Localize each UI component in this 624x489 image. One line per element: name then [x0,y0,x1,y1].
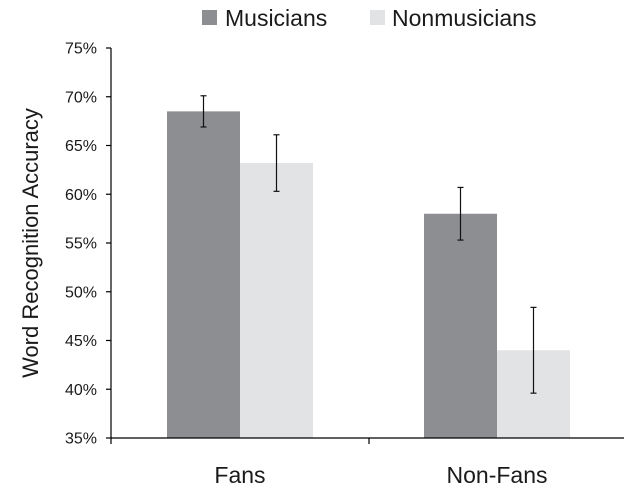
legend-label-nonmusicians: Nonmusicians [392,5,536,31]
error-bar [530,306,537,394]
bar-nonmusicians-fans [240,163,313,439]
error-bar [457,186,464,241]
bars [167,111,570,439]
y-tick-label: 70% [65,89,97,106]
y-tick-label: 40% [65,382,97,399]
legend-label-musicians: Musicians [225,5,327,31]
y-axis-title: Word Recognition Accuracy [18,108,43,378]
y-tick-label: 50% [65,284,97,301]
y-tick-label: 75% [65,41,97,58]
y-tick-label: 35% [65,431,97,448]
y-tick-label: 45% [65,333,97,350]
error-bar [273,134,280,192]
x-axis-labels: Fans Non-Fans [214,462,547,488]
x-axis-ticks [110,438,370,444]
bar-musicians-fans [167,111,240,438]
legend-swatch-nonmusicians [370,10,385,25]
legend-swatch-musicians [202,10,217,25]
error-bars [200,95,537,394]
y-axis-ticks: 35% 40% 45% 50% 55% 60% 65% 70% 75% [65,41,111,448]
y-tick-label: 65% [65,138,97,155]
bar-musicians-non-fans [424,213,497,438]
category-label-fans: Fans [214,462,265,488]
category-label-non-fans: Non-Fans [447,462,548,488]
error-bar [200,95,207,128]
y-tick-label: 55% [65,236,97,253]
legend: Musicians Nonmusicians [202,5,536,31]
y-tick-label: 60% [65,187,97,204]
